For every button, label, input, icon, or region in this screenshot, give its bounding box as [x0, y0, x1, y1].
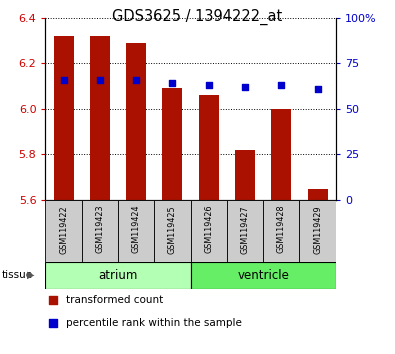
Text: tissue: tissue [2, 270, 33, 280]
Bar [54, 36, 73, 200]
Bar [271, 109, 291, 200]
Bar [263, 200, 299, 262]
Text: GDS3625 / 1394222_at: GDS3625 / 1394222_at [112, 9, 283, 25]
Point [254, 254, 260, 259]
Bar [235, 150, 255, 200]
Bar [199, 95, 219, 200]
Text: GSM119427: GSM119427 [241, 205, 250, 253]
Text: GSM119426: GSM119426 [204, 205, 213, 253]
Point [169, 80, 176, 86]
Text: atrium: atrium [98, 269, 138, 282]
Bar [190, 262, 336, 289]
Bar [162, 88, 182, 200]
Text: GSM119423: GSM119423 [95, 205, 104, 253]
Bar [299, 200, 336, 262]
Text: ventricle: ventricle [237, 269, 289, 282]
Text: percentile rank within the sample: percentile rank within the sample [66, 318, 242, 329]
Bar [45, 262, 190, 289]
Text: transformed count: transformed count [66, 295, 163, 305]
Point [242, 84, 248, 90]
Point [254, 41, 260, 47]
Bar [90, 36, 110, 200]
Point [133, 77, 139, 82]
Point [314, 86, 321, 92]
Text: GSM119424: GSM119424 [132, 205, 141, 253]
Point [278, 82, 284, 88]
Bar [154, 200, 191, 262]
Point [205, 82, 212, 88]
Bar [45, 200, 82, 262]
Text: GSM119422: GSM119422 [59, 205, 68, 253]
Bar [82, 200, 118, 262]
Bar [227, 200, 263, 262]
Bar [190, 200, 227, 262]
Text: GSM119425: GSM119425 [168, 205, 177, 253]
Point [60, 77, 67, 82]
Text: ▶: ▶ [27, 270, 34, 280]
Bar [126, 43, 146, 200]
Bar [308, 189, 327, 200]
Text: GSM119429: GSM119429 [313, 205, 322, 253]
Bar [118, 200, 154, 262]
Text: GSM119428: GSM119428 [277, 205, 286, 253]
Point [97, 77, 103, 82]
